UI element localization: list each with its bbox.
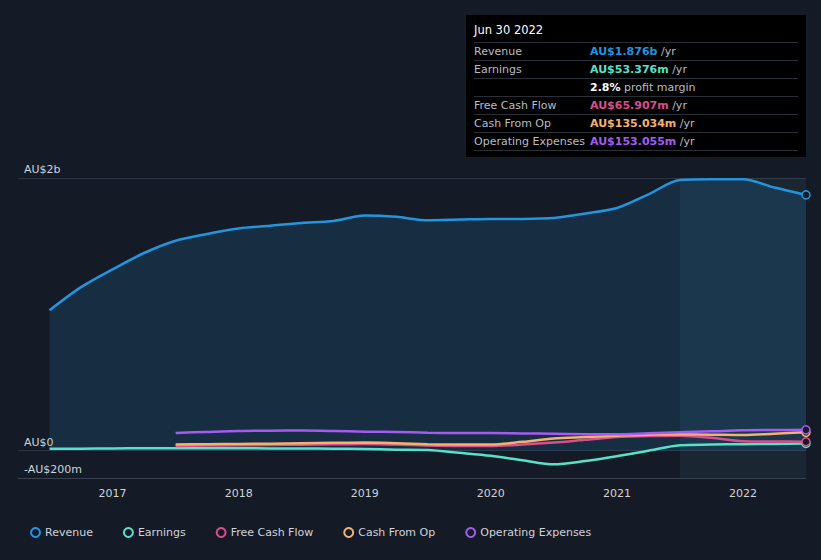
html-text:Earnings: Earnings xyxy=(474,63,522,76)
html-text:Free Cash Flow: Free Cash Flow xyxy=(474,99,557,112)
html-text:Cash From Op: Cash From Op xyxy=(474,117,551,130)
svg-text:2018: 2018 xyxy=(225,487,253,500)
svg-text:2019: 2019 xyxy=(351,487,379,500)
svg-text:Cash From Op: Cash From Op xyxy=(358,526,435,539)
html-text:AU$65.907m /yr: AU$65.907m /yr xyxy=(590,99,687,112)
svg-text:Operating Expenses: Operating Expenses xyxy=(480,526,591,539)
svg-text:2021: 2021 xyxy=(603,487,631,500)
svg-text:Free Cash Flow: Free Cash Flow xyxy=(231,526,314,539)
html-text:Revenue: Revenue xyxy=(474,45,522,58)
html-text:Jun 30 2022: Jun 30 2022 xyxy=(474,23,544,37)
svg-text:2022: 2022 xyxy=(729,487,757,500)
svg-text:2020: 2020 xyxy=(477,487,505,500)
html-text:AU$153.055m /yr: AU$153.055m /yr xyxy=(590,135,695,148)
svg-text:Earnings: Earnings xyxy=(138,526,186,539)
html-text:AU$1.876b /yr: AU$1.876b /yr xyxy=(590,45,676,58)
svg-text:Revenue: Revenue xyxy=(45,526,93,539)
html-text:2.8% profit margin: 2.8% profit margin xyxy=(590,81,696,94)
svg-text:2017: 2017 xyxy=(99,487,127,500)
html-text:Operating Expenses: Operating Expenses xyxy=(474,135,585,148)
svg-text:-AU$200m: -AU$200m xyxy=(24,463,82,476)
svg-text:AU$0: AU$0 xyxy=(24,436,54,449)
html-text:AU$53.376m /yr: AU$53.376m /yr xyxy=(590,63,687,76)
svg-text:AU$2b: AU$2b xyxy=(24,163,61,176)
html-text:AU$135.034m /yr: AU$135.034m /yr xyxy=(590,117,695,130)
